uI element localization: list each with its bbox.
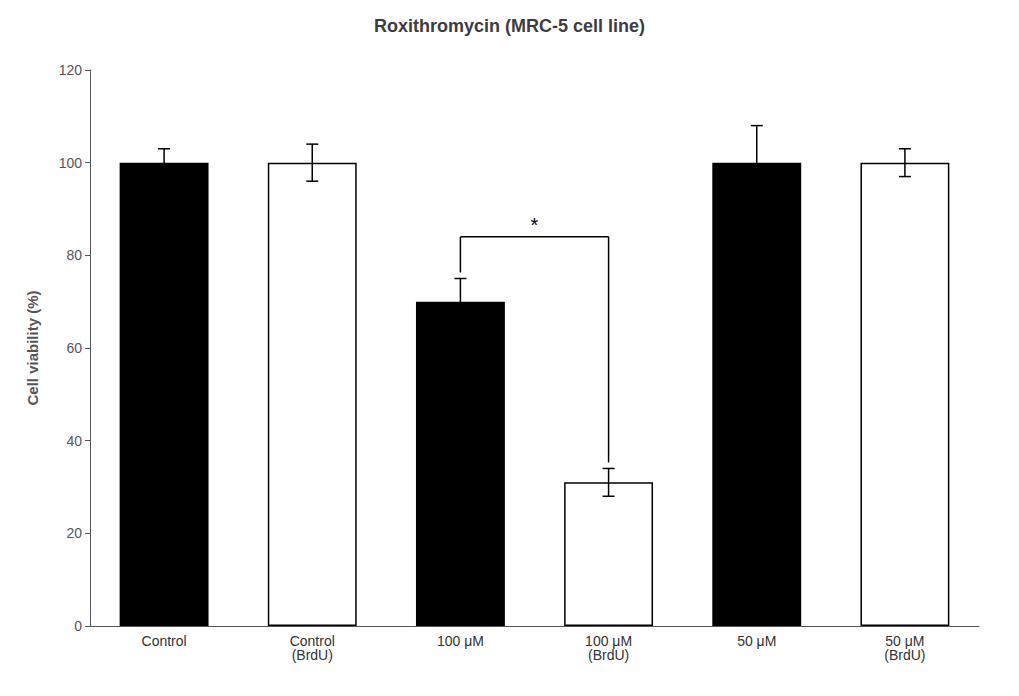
svg-text:(BrdU): (BrdU): [884, 647, 925, 663]
svg-text:60: 60: [66, 340, 82, 356]
svg-text:Roxithromycin (MRC-5 cell line: Roxithromycin (MRC-5 cell line): [374, 16, 645, 36]
svg-text:100 μM: 100 μM: [437, 633, 484, 649]
svg-text:0: 0: [74, 618, 82, 634]
svg-text:120: 120: [59, 62, 83, 78]
svg-text:Cell viability (%): Cell viability (%): [24, 290, 41, 405]
svg-text:80: 80: [66, 247, 82, 263]
svg-text:50 μM: 50 μM: [737, 633, 776, 649]
svg-text:100 μM: 100 μM: [585, 633, 633, 649]
svg-text:*: *: [531, 214, 539, 236]
svg-text:(BrdU): (BrdU): [292, 647, 333, 663]
svg-text:(BrdU): (BrdU): [588, 647, 629, 663]
svg-text:100: 100: [59, 155, 83, 171]
svg-text:50 μM: 50 μM: [885, 633, 925, 649]
svg-text:Control: Control: [289, 633, 335, 649]
svg-text:Control: Control: [142, 633, 187, 649]
svg-text:20: 20: [66, 525, 82, 541]
svg-text:40: 40: [66, 433, 82, 449]
